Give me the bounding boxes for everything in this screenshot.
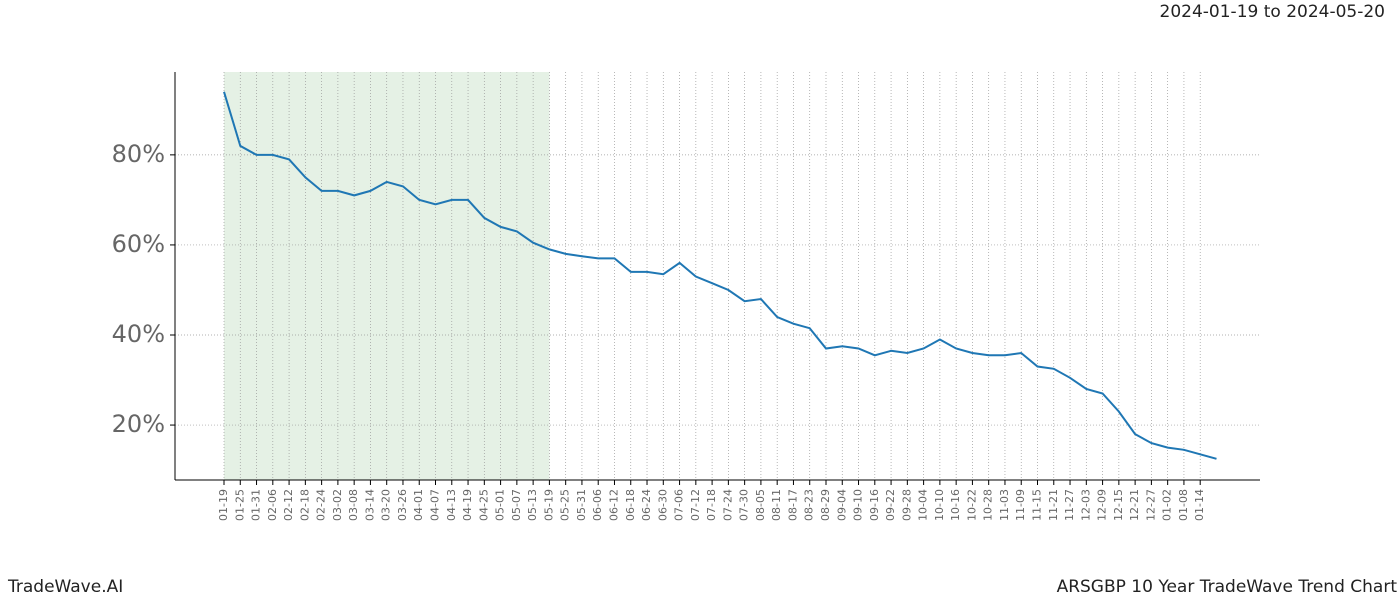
x-tick-label: 03-08 [347, 489, 360, 521]
x-tick-label: 01-02 [1161, 489, 1174, 521]
x-tick-label: 04-01 [412, 489, 425, 521]
x-tick-label: 09-28 [900, 489, 913, 521]
trend-line [223, 91, 1217, 460]
x-tick-label: 10-16 [949, 489, 962, 521]
y-tick-label: 80% [112, 140, 165, 168]
x-tick-label: 08-23 [803, 489, 816, 521]
x-tick-label: 09-16 [868, 489, 881, 521]
x-tick-label: 07-30 [738, 489, 751, 521]
x-tick-label: 08-29 [819, 489, 832, 521]
x-tick-label: 11-09 [1014, 489, 1027, 521]
x-tick-label: 08-17 [786, 489, 799, 521]
x-tick-label: 07-18 [705, 489, 718, 521]
x-tick-label: 03-02 [331, 489, 344, 521]
x-tick-label: 01-19 [217, 489, 230, 521]
x-tick-label: 12-27 [1144, 489, 1157, 521]
x-tick-label: 06-06 [591, 489, 604, 521]
x-tick-label: 10-04 [917, 489, 930, 521]
x-tick-label: 12-09 [1096, 489, 1109, 521]
x-tick-label: 02-24 [315, 489, 328, 521]
x-tick-label: 07-06 [673, 489, 686, 521]
x-tick-label: 03-14 [363, 489, 376, 521]
x-tick-label: 08-05 [754, 489, 767, 521]
brand: TradeWave.AI [7, 577, 123, 597]
x-tick-label: 09-04 [835, 489, 848, 521]
chart-title: ARSGBP 10 Year TradeWave Trend Chart [1057, 577, 1398, 597]
x-tick-label: 10-10 [933, 489, 946, 521]
x-tick-label: 08-11 [770, 489, 783, 521]
x-tick-label: 04-07 [429, 489, 442, 521]
x-tick-label: 06-12 [607, 489, 620, 521]
x-tick-label: 05-07 [510, 489, 523, 521]
x-tick-label: 04-25 [477, 489, 490, 521]
date-range: 2024-01-19 to 2024-05-20 [1160, 2, 1385, 22]
x-tick-label: 10-28 [982, 489, 995, 521]
y-tick-label: 40% [112, 320, 165, 348]
x-tick-label: 07-12 [689, 489, 702, 521]
x-tick-label: 04-19 [461, 489, 474, 521]
x-tick-label: 01-25 [233, 489, 246, 521]
x-tick-label: 09-10 [852, 489, 865, 521]
x-tick-label: 01-14 [1193, 489, 1206, 521]
x-tick-label: 09-22 [884, 489, 897, 521]
x-tick-label: 06-24 [640, 489, 653, 521]
x-tick-label: 01-08 [1177, 489, 1190, 521]
x-tick-label: 05-01 [494, 489, 507, 521]
x-tick-label: 11-15 [1031, 489, 1044, 521]
x-tick-label: 01-31 [250, 489, 263, 521]
y-tick-label: 60% [112, 230, 165, 258]
x-tick-label: 05-31 [575, 489, 588, 521]
x-tick-label: 06-30 [656, 489, 669, 521]
x-tick-label: 02-18 [298, 489, 311, 521]
x-tick-label: 05-13 [526, 489, 539, 521]
x-tick-label: 07-24 [721, 489, 734, 521]
x-tick-label: 12-03 [1079, 489, 1092, 521]
x-tick-label: 06-18 [624, 489, 637, 521]
x-tick-label: 11-03 [998, 489, 1011, 521]
x-tick-label: 11-27 [1063, 489, 1076, 521]
x-tick-label: 03-26 [396, 489, 409, 521]
x-tick-label: 12-15 [1112, 489, 1125, 521]
x-tick-label: 05-19 [542, 489, 555, 521]
x-tick-label: 10-22 [965, 489, 978, 521]
x-tick-label: 05-25 [559, 489, 572, 521]
x-tick-label: 02-12 [282, 489, 295, 521]
x-tick-label: 03-20 [380, 489, 393, 521]
y-tick-label: 20% [112, 410, 165, 438]
x-tick-label: 02-06 [266, 489, 279, 521]
x-tick-label: 11-21 [1047, 489, 1060, 521]
x-tick-label: 04-13 [445, 489, 458, 521]
x-tick-label: 12-21 [1128, 489, 1141, 521]
